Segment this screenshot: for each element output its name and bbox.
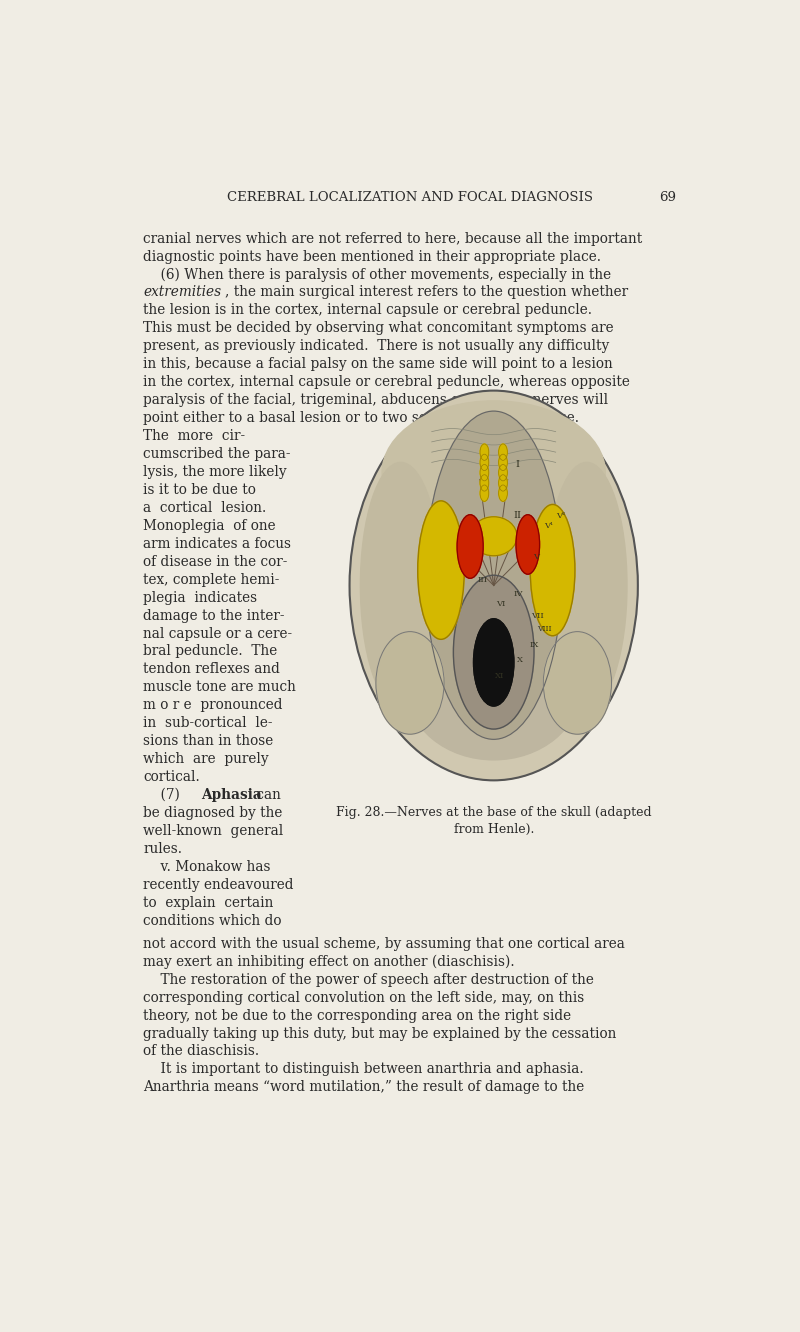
Text: VII: VII (530, 613, 543, 621)
Text: VIII: VIII (538, 625, 552, 633)
Text: IX: IX (530, 641, 538, 649)
Text: in  sub-cortical  le-: in sub-cortical le- (143, 717, 273, 730)
Ellipse shape (350, 390, 638, 781)
Ellipse shape (498, 465, 507, 481)
Ellipse shape (470, 517, 517, 555)
Text: extremities: extremities (143, 285, 222, 300)
Ellipse shape (546, 462, 627, 709)
Ellipse shape (360, 462, 441, 709)
Text: X: X (517, 657, 522, 665)
Text: muscle tone are much: muscle tone are much (143, 681, 296, 694)
Text: (7): (7) (143, 789, 185, 802)
Text: corresponding cortical convolution on the left side, may, on this: corresponding cortical convolution on th… (143, 991, 585, 1004)
Ellipse shape (454, 575, 534, 729)
Ellipse shape (480, 444, 489, 461)
Text: cortical.: cortical. (143, 770, 200, 785)
Ellipse shape (376, 631, 444, 734)
Text: of disease in the cor-: of disease in the cor- (143, 554, 288, 569)
Text: II: II (514, 511, 522, 521)
Text: nal capsule or a cere-: nal capsule or a cere- (143, 626, 293, 641)
Ellipse shape (480, 474, 489, 492)
Text: cranial nerves which are not referred to here, because all the important: cranial nerves which are not referred to… (143, 232, 642, 245)
Text: XI: XI (495, 671, 505, 679)
Ellipse shape (530, 505, 575, 635)
Text: 69: 69 (659, 192, 677, 204)
Text: I: I (515, 460, 519, 469)
Ellipse shape (382, 401, 606, 545)
Text: lysis, the more likely: lysis, the more likely (143, 465, 287, 480)
Ellipse shape (498, 454, 507, 470)
Text: Monoplegia  of one: Monoplegia of one (143, 518, 276, 533)
Ellipse shape (480, 454, 489, 470)
Text: which  are  purely: which are purely (143, 753, 269, 766)
Text: The  more  cir-: The more cir- (143, 429, 246, 444)
Text: gradually taking up this duty, but may be explained by the cessation: gradually taking up this duty, but may b… (143, 1027, 617, 1040)
Text: tendon reflexes and: tendon reflexes and (143, 662, 280, 677)
Text: from Henle).: from Henle). (454, 823, 534, 836)
Text: recently endeavoured: recently endeavoured (143, 878, 294, 892)
Text: paralysis of the facial, trigeminal, abducens or auditory nerves will: paralysis of the facial, trigeminal, abd… (143, 393, 609, 408)
Text: arm indicates a focus: arm indicates a focus (143, 537, 291, 550)
Ellipse shape (474, 619, 514, 706)
Text: the lesion is in the cortex, internal capsule or cerebral peduncle.: the lesion is in the cortex, internal ca… (143, 304, 592, 317)
Ellipse shape (498, 474, 507, 492)
Text: This must be decided by observing what concomitant symptoms are: This must be decided by observing what c… (143, 321, 614, 336)
Text: V¹: V¹ (544, 522, 553, 530)
Text: VI: VI (497, 599, 506, 607)
Text: It is important to distinguish between anarthria and aphasia.: It is important to distinguish between a… (143, 1063, 584, 1076)
Text: Fig. 28.—Nerves at the base of the skull (adapted: Fig. 28.—Nerves at the base of the skull… (336, 806, 651, 819)
Text: tex, complete hemi-: tex, complete hemi- (143, 573, 280, 586)
Text: V: V (533, 553, 539, 561)
Text: (6) When there is paralysis of other movements, especially in the: (6) When there is paralysis of other mov… (143, 268, 611, 282)
Text: be diagnosed by the: be diagnosed by the (143, 806, 282, 821)
Text: plegia  indicates: plegia indicates (143, 590, 258, 605)
Text: IV: IV (514, 590, 523, 598)
Text: V²: V² (556, 511, 566, 519)
Text: rules.: rules. (143, 842, 182, 856)
Text: not accord with the usual scheme, by assuming that one cortical area: not accord with the usual scheme, by ass… (143, 936, 626, 951)
Ellipse shape (418, 501, 464, 639)
Ellipse shape (426, 412, 562, 739)
Text: well-known  general: well-known general (143, 825, 284, 838)
Ellipse shape (480, 485, 489, 501)
Text: conditions which do: conditions which do (143, 914, 282, 927)
Text: point either to a basal lesion or to two separate foci of disease.: point either to a basal lesion or to two… (143, 412, 579, 425)
Text: present, as previously indicated.  There is not usually any difficulty: present, as previously indicated. There … (143, 340, 610, 353)
Ellipse shape (516, 514, 539, 574)
Text: a  cortical  lesion.: a cortical lesion. (143, 501, 266, 515)
Text: of the diaschisis.: of the diaschisis. (143, 1044, 259, 1059)
Ellipse shape (407, 617, 581, 759)
Text: The restoration of the power of speech after destruction of the: The restoration of the power of speech a… (143, 972, 594, 987)
Text: to  explain  certain: to explain certain (143, 895, 274, 910)
Ellipse shape (543, 631, 611, 734)
Text: is it to be due to: is it to be due to (143, 484, 256, 497)
Text: Aphasia: Aphasia (202, 789, 262, 802)
Text: may exert an inhibiting effect on another (diaschisis).: may exert an inhibiting effect on anothe… (143, 955, 515, 970)
Text: theory, not be due to the corresponding area on the right side: theory, not be due to the corresponding … (143, 1008, 571, 1023)
Text: can: can (253, 789, 282, 802)
Text: bral peduncle.  The: bral peduncle. The (143, 645, 278, 658)
Text: in the cortex, internal capsule or cerebral peduncle, whereas opposite: in the cortex, internal capsule or cereb… (143, 376, 630, 389)
Text: m o r e  pronounced: m o r e pronounced (143, 698, 283, 713)
Text: in this, because a facial palsy on the same side will point to a lesion: in this, because a facial palsy on the s… (143, 357, 613, 372)
Text: sions than in those: sions than in those (143, 734, 274, 749)
Text: damage to the inter-: damage to the inter- (143, 609, 285, 622)
Text: , the main surgical interest refers to the question whether: , the main surgical interest refers to t… (225, 285, 628, 300)
Text: v. Monakow has: v. Monakow has (143, 860, 271, 874)
Text: Anarthria means “word mutilation,” the result of damage to the: Anarthria means “word mutilation,” the r… (143, 1080, 585, 1095)
Ellipse shape (457, 514, 483, 578)
Text: diagnostic points have been mentioned in their appropriate place.: diagnostic points have been mentioned in… (143, 249, 602, 264)
Ellipse shape (498, 485, 507, 501)
Text: CEREBRAL LOCALIZATION AND FOCAL DIAGNOSIS: CEREBRAL LOCALIZATION AND FOCAL DIAGNOSI… (227, 192, 593, 204)
Text: cumscribed the para-: cumscribed the para- (143, 448, 291, 461)
Text: III: III (478, 577, 488, 585)
Ellipse shape (480, 465, 489, 481)
Ellipse shape (498, 444, 507, 461)
